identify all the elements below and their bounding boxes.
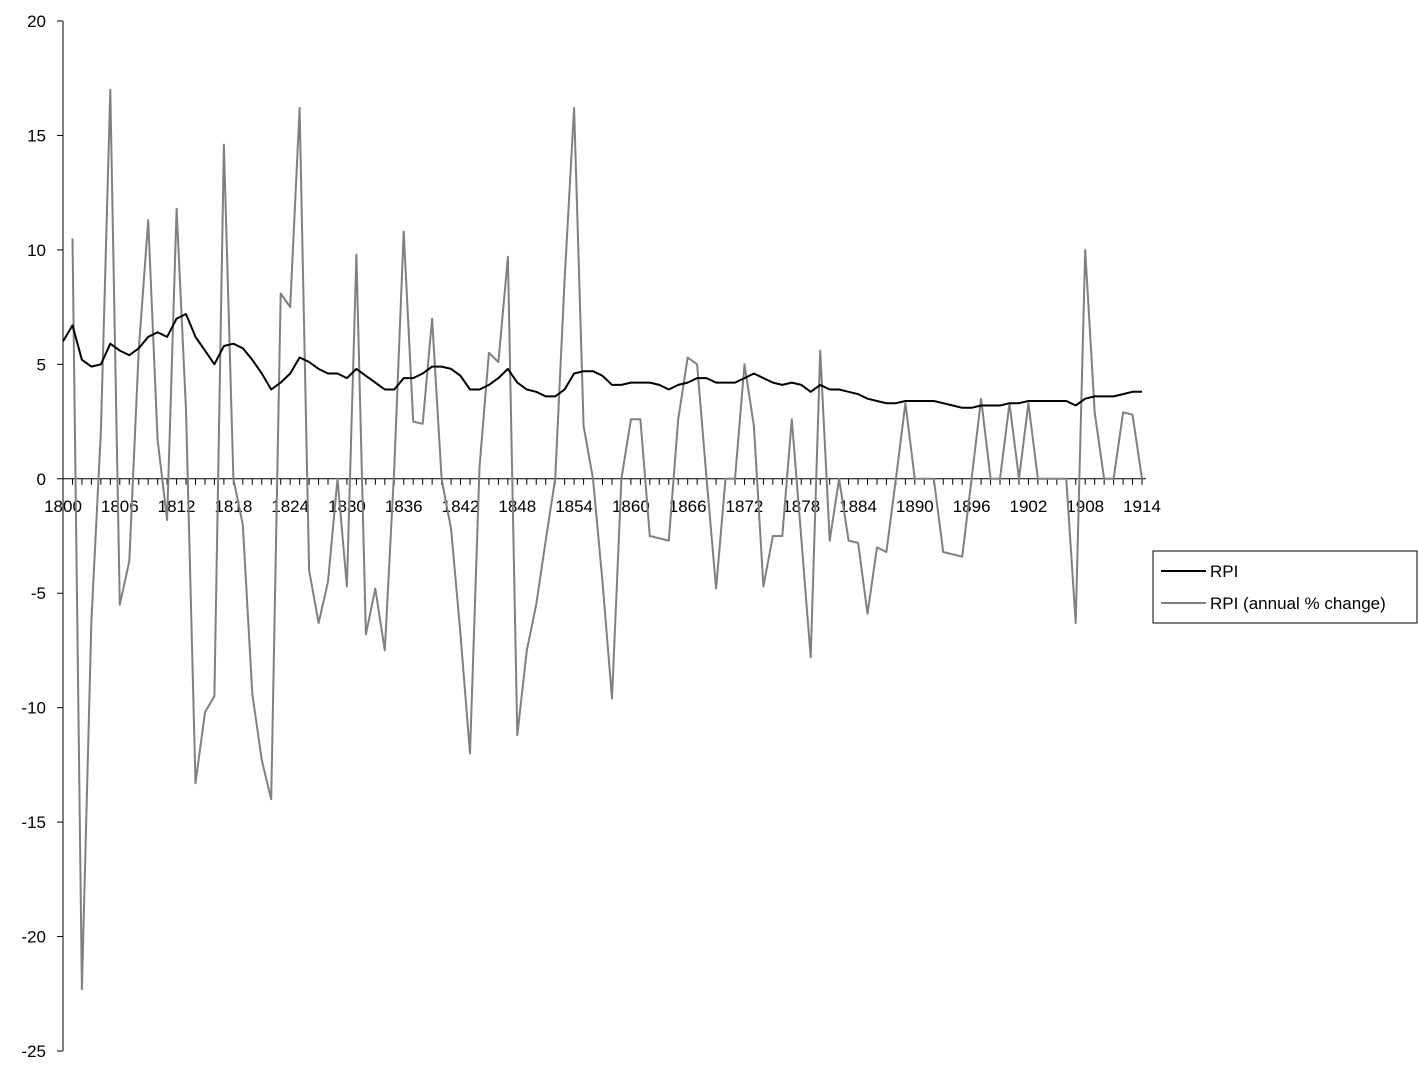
x-axis: 1800 1806 1812 1818 1824 1830 1836 1842 1848 1854… [44, 478, 1161, 516]
x-tick-label: 1836 [385, 497, 423, 516]
x-tick-label: 1914 [1123, 497, 1161, 516]
x-tick-label: 1884 [839, 497, 877, 516]
y-tick-label: 10 [27, 241, 46, 260]
x-tick-label: 1860 [612, 497, 650, 516]
series-line-rpi-change [71, 88, 1143, 991]
series-line-rpi [62, 313, 1142, 409]
y-tick-label: 0 [37, 470, 46, 489]
x-tick-label: 1848 [498, 497, 536, 516]
x-tick-label: 1806 [101, 497, 139, 516]
series-lines [62, 88, 1143, 991]
y-tick-label: 5 [37, 355, 46, 374]
y-tick-label: -15 [21, 813, 46, 832]
x-tick-label: 1800 [44, 497, 82, 516]
y-tick-label: 20 [27, 12, 46, 31]
x-tick-label: 1824 [271, 497, 309, 516]
x-tick-label: 1866 [669, 497, 707, 516]
x-tick-label: 1812 [158, 497, 196, 516]
y-axis: 20 15 10 5 0 -5 -10 -15 -20 -25 [21, 12, 64, 1061]
y-tick-label: -25 [21, 1042, 46, 1061]
x-tick-label: 1878 [782, 497, 820, 516]
legend: RPI RPI (annual % change) [1152, 550, 1418, 624]
x-tick-label: 1902 [1010, 497, 1048, 516]
legend-box [1152, 550, 1418, 624]
y-tick-label: 15 [27, 126, 46, 145]
x-tick-label: 1854 [555, 497, 593, 516]
x-tick-label: 1818 [214, 497, 252, 516]
y-tick-label: -10 [21, 699, 46, 718]
x-tick-label: 1872 [726, 497, 764, 516]
legend-label-rpi-change: RPI (annual % change) [1210, 594, 1386, 613]
x-tick-label: 1842 [442, 497, 480, 516]
x-tick-label: 1890 [896, 497, 934, 516]
y-tick-label: -5 [31, 584, 46, 603]
y-tick-label: -20 [21, 928, 46, 947]
x-tick-label: 1896 [953, 497, 991, 516]
x-tick-label: 1908 [1066, 497, 1104, 516]
legend-label-rpi: RPI [1210, 562, 1238, 581]
x-tick-label: 1830 [328, 497, 366, 516]
